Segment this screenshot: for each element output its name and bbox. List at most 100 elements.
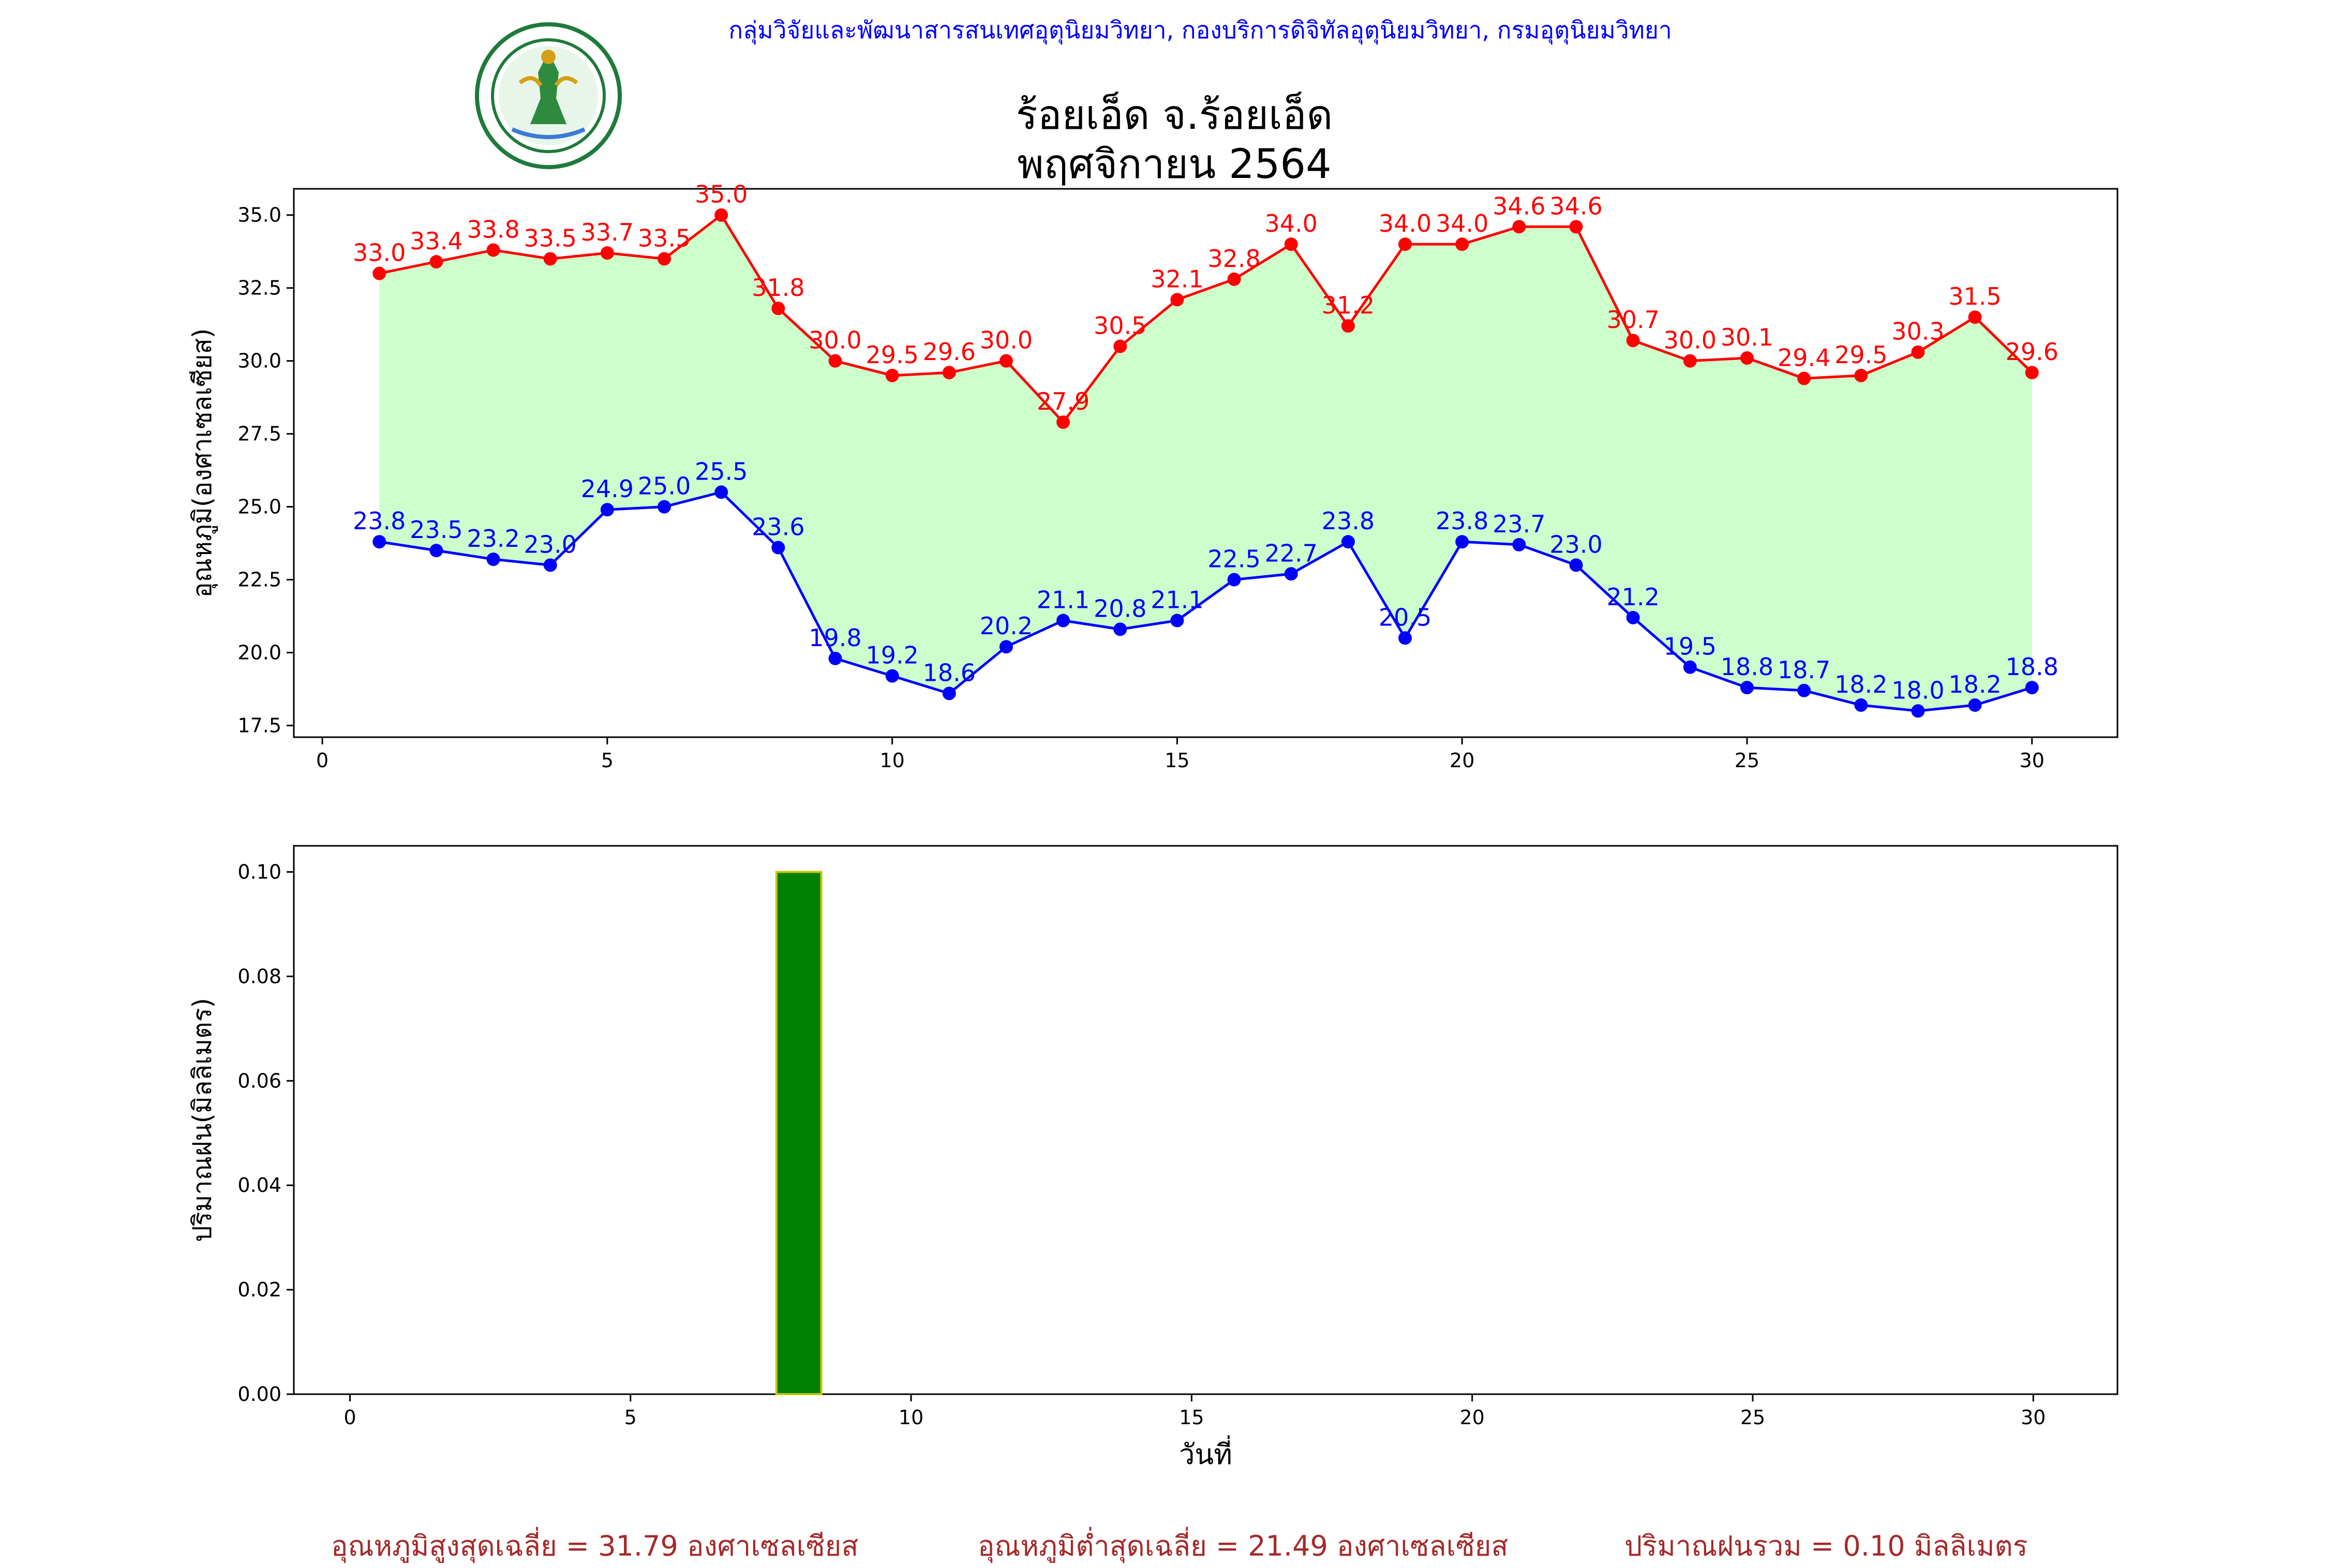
min-temp-data-label: 21.1 — [1037, 586, 1090, 614]
max-temp-point — [1797, 371, 1811, 385]
x-axis-label: วันที่ — [1179, 1435, 1232, 1471]
max-temp-data-label: 33.5 — [524, 224, 576, 252]
x-tick-label: 5 — [624, 1406, 637, 1429]
rain-bar — [775, 871, 823, 1395]
min-temp-data-label: 18.7 — [1778, 656, 1830, 684]
min-temp-data-label: 18.2 — [1834, 670, 1887, 698]
min-temp-data-label: 23.0 — [524, 530, 576, 558]
min-temp-data-label: 25.0 — [638, 472, 691, 500]
max-temp-data-label: 29.6 — [923, 338, 976, 366]
footer-avg-max: อุณหภูมิสูงสุดเฉลี่ย = 31.79 องศาเซลเซีย… — [331, 1530, 859, 1562]
min-temp-data-label: 23.8 — [1436, 507, 1488, 535]
max-temp-data-label: 34.0 — [1436, 210, 1488, 237]
min-temp-point — [1113, 622, 1127, 636]
min-temp-point — [1341, 535, 1355, 549]
min-temp-point — [999, 640, 1013, 654]
min-temp-data-label: 18.2 — [1948, 670, 2001, 698]
max-temp-data-label: 29.5 — [1834, 341, 1887, 369]
x-tick-label: 20 — [1460, 1406, 1485, 1429]
max-temp-data-label: 29.6 — [2006, 338, 2058, 366]
min-temp-data-label: 25.5 — [695, 457, 748, 485]
max-temp-point — [543, 252, 557, 266]
y-axis-label: อุณหภูมิ(องศาเซลเซียส) — [187, 328, 218, 598]
y-tick-label: 0.02 — [237, 1278, 281, 1301]
min-temp-point — [1455, 535, 1469, 549]
min-temp-point — [828, 651, 842, 665]
min-temp-data-label: 19.8 — [809, 624, 861, 652]
min-temp-data-label: 23.0 — [1549, 530, 1602, 558]
min-temp-data-label: 20.5 — [1379, 603, 1431, 631]
min-temp-point — [885, 669, 899, 683]
min-temp-data-label: 22.7 — [1265, 539, 1318, 567]
x-tick-label: 10 — [879, 749, 904, 772]
min-temp-point — [942, 686, 956, 700]
y-tick-label: 17.5 — [237, 714, 281, 737]
min-temp-data-label: 23.5 — [410, 516, 462, 544]
y-tick-label: 30.0 — [237, 350, 281, 372]
max-temp-point — [429, 255, 443, 268]
y-tick-label: 0.06 — [237, 1069, 281, 1092]
max-temp-point — [1968, 310, 1982, 324]
min-temp-data-label: 18.8 — [2006, 653, 2058, 681]
max-temp-point — [1227, 272, 1241, 286]
min-temp-data-label: 23.2 — [467, 525, 519, 552]
max-temp-data-label: 31.8 — [752, 274, 804, 302]
x-tick-label: 0 — [344, 1406, 356, 1429]
min-temp-data-label: 23.8 — [1322, 507, 1375, 535]
x-tick-label: 20 — [1450, 749, 1474, 772]
min-temp-point — [771, 541, 785, 555]
footer-total-rain: ปริมาณฝนรวม = 0.10 มิลลิเมตร — [1624, 1530, 2028, 1562]
x-tick-label: 15 — [1179, 1406, 1204, 1429]
max-temp-point — [1170, 293, 1184, 307]
min-temp-data-label: 23.7 — [1493, 510, 1545, 538]
min-temp-point — [1056, 614, 1070, 628]
min-temp-point — [1683, 660, 1697, 674]
max-temp-point — [2025, 366, 2039, 380]
x-tick-label: 25 — [1735, 749, 1759, 772]
footer-avg-min: อุณหภูมิต่ำสุดเฉลี่ย = 21.49 องศาเซลเซีย… — [978, 1530, 1509, 1562]
max-temp-data-label: 33.8 — [467, 215, 519, 243]
min-temp-data-label: 21.2 — [1606, 583, 1659, 611]
max-temp-point — [714, 208, 728, 222]
max-temp-data-label: 31.5 — [1948, 282, 2001, 310]
max-temp-data-label: 30.3 — [1891, 318, 1944, 346]
max-temp-data-label: 34.6 — [1549, 192, 1602, 220]
min-temp-data-label: 23.6 — [752, 513, 804, 541]
max-temp-point — [1341, 319, 1355, 333]
max-temp-point — [885, 368, 899, 382]
temperature-range-fill — [379, 215, 2032, 711]
max-temp-data-label: 32.1 — [1151, 265, 1203, 293]
max-temp-point — [372, 266, 386, 280]
min-temp-point — [1569, 558, 1583, 572]
max-temp-data-label: 30.0 — [980, 326, 1033, 354]
max-temp-data-label: 30.7 — [1606, 306, 1659, 334]
min-temp-point — [658, 500, 671, 514]
min-temp-line — [379, 490, 2033, 712]
min-temp-point — [1854, 698, 1868, 712]
min-temp-point — [600, 503, 614, 517]
max-temp-data-label: 34.6 — [1493, 192, 1545, 220]
min-temp-point — [1968, 698, 1982, 712]
min-temp-data-label: 24.9 — [581, 475, 634, 503]
min-temp-point — [1626, 610, 1640, 624]
x-tick-label: 5 — [601, 749, 614, 772]
min-temp-point — [1170, 614, 1184, 628]
min-temp-point — [1512, 537, 1526, 551]
y-tick-label: 20.0 — [237, 641, 281, 664]
max-temp-data-label: 27.9 — [1037, 387, 1090, 415]
max-temp-point — [771, 302, 785, 316]
y-tick-label: 0.00 — [237, 1383, 281, 1406]
min-temp-data-label: 20.2 — [980, 612, 1033, 640]
max-temp-data-label: 30.5 — [1094, 311, 1146, 339]
x-tick-label: 0 — [316, 749, 329, 772]
max-temp-point — [999, 354, 1013, 368]
max-temp-point — [1683, 354, 1697, 368]
min-temp-point — [1284, 567, 1298, 581]
min-temp-data-label: 20.8 — [1094, 594, 1146, 622]
x-tick-label: 30 — [2020, 749, 2045, 772]
min-temp-point — [1797, 683, 1811, 697]
max-temp-point — [1455, 237, 1469, 251]
max-temp-point — [1854, 368, 1868, 382]
max-temp-point — [1056, 415, 1070, 429]
